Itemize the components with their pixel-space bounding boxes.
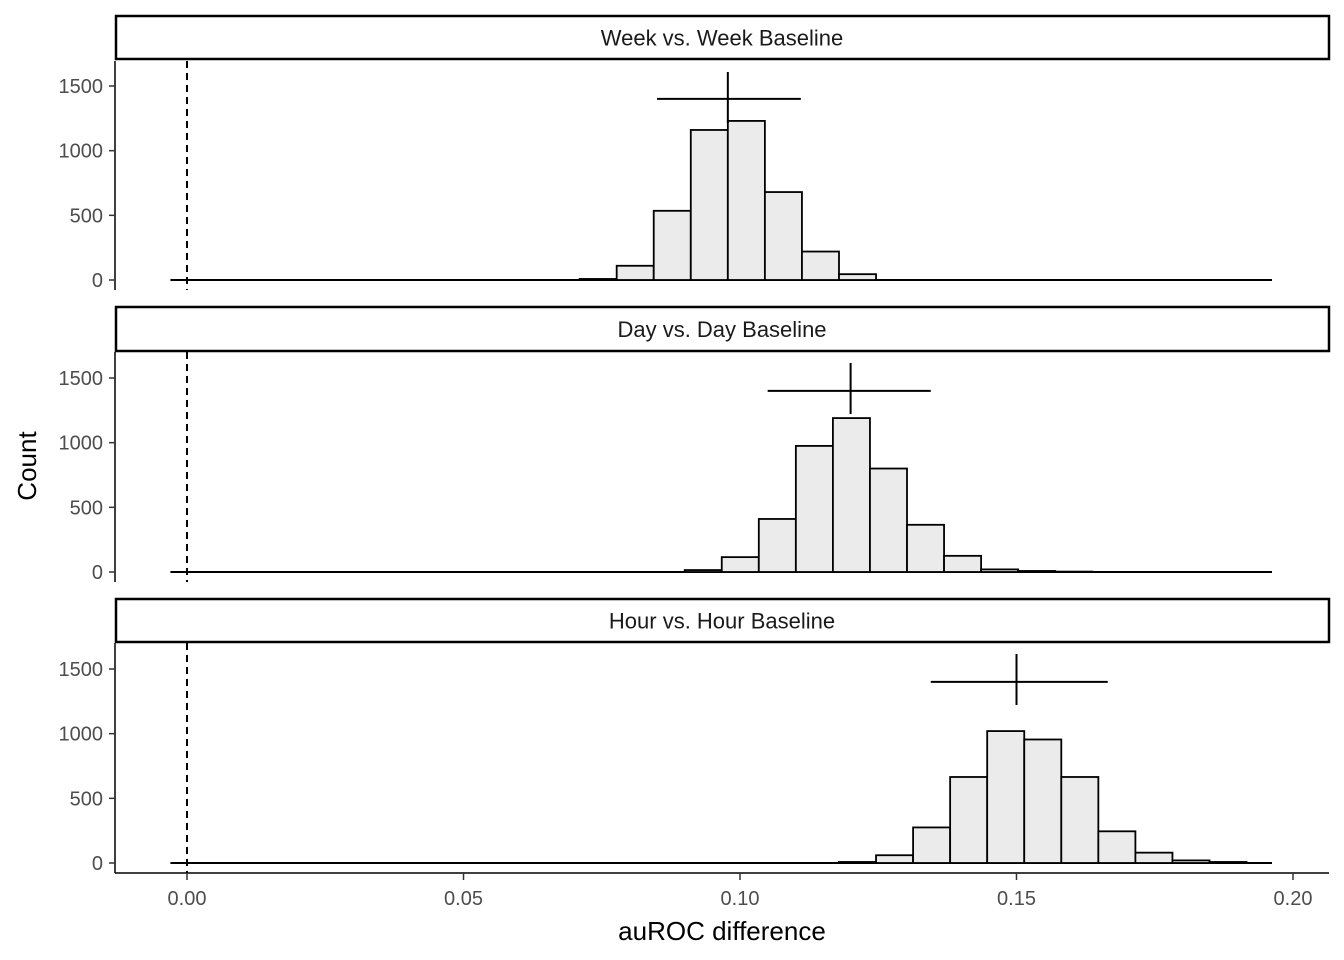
y-tick-label: 1500 (59, 368, 104, 390)
y-tick-label: 1000 (59, 724, 104, 746)
y-tick-label: 1000 (59, 433, 104, 455)
histogram-bar (832, 417, 871, 573)
histogram-bar (943, 554, 983, 573)
histogram-bar (869, 467, 908, 573)
histogram-bar (1208, 861, 1248, 864)
histogram-bar (1171, 859, 1211, 864)
histogram-bar (1017, 570, 1057, 573)
y-tick-label: 1500 (59, 76, 104, 98)
histogram-bar (906, 523, 945, 573)
x-tick-label: 0.15 (997, 888, 1036, 910)
histogram-bar (615, 264, 655, 281)
histogram-bar (1060, 776, 1100, 864)
y-axis-title: Count (12, 431, 42, 501)
histogram-bar (683, 569, 723, 573)
x-tick-label: 0.05 (444, 888, 483, 910)
histogram-bar (801, 250, 840, 281)
strip-box (114, 14, 1331, 61)
strip-label: Hour vs. Hour Baseline (609, 609, 835, 634)
histogram-bar (578, 278, 618, 281)
histogram-bar (986, 730, 1026, 864)
histogram-bar (875, 854, 914, 864)
histogram-bar (720, 556, 760, 573)
histogram-bar (838, 273, 877, 281)
histogram-bar (757, 518, 797, 573)
x-tick-label: 0.20 (1274, 888, 1313, 910)
panel-3: Hour vs. Hour Baseline 0 500 1000 1500 (59, 597, 1331, 875)
histogram-bar (980, 568, 1020, 573)
y-tick-label: 1500 (59, 659, 104, 681)
histogram-bar (1097, 830, 1137, 864)
histogram-bar (1023, 738, 1063, 864)
panel-1: Week vs. Week Baseline 0 500 1000 1500 (59, 14, 1331, 292)
y-tick-label: 0 (92, 853, 103, 875)
y-tick-label: 0 (92, 270, 103, 292)
panel-2: Day vs. Day Baseline 0 500 1000 1500 (59, 305, 1331, 584)
strip-label: Day vs. Day Baseline (617, 317, 826, 342)
histogram-bar (726, 120, 766, 281)
strip-box (114, 597, 1331, 644)
histogram-bar (689, 129, 729, 281)
histogram-bar (763, 191, 803, 281)
strip-label: Week vs. Week Baseline (601, 26, 844, 51)
histogram-bar (912, 826, 952, 864)
x-tick-label: 0.00 (168, 888, 207, 910)
strip-box (114, 305, 1331, 353)
histogram-bar (949, 776, 989, 864)
x-axis-title: auROC difference (618, 916, 826, 946)
y-tick-label: 500 (70, 788, 103, 810)
histogram-bar (794, 444, 834, 573)
histogram-bar (1134, 851, 1174, 864)
x-tick-label: 0.10 (721, 888, 760, 910)
histogram-bar (652, 209, 692, 281)
histogram-bar (838, 861, 877, 864)
y-tick-label: 0 (92, 562, 103, 584)
y-tick-label: 1000 (59, 141, 104, 163)
y-tick-label: 500 (70, 497, 103, 519)
y-tick-label: 500 (70, 205, 103, 227)
